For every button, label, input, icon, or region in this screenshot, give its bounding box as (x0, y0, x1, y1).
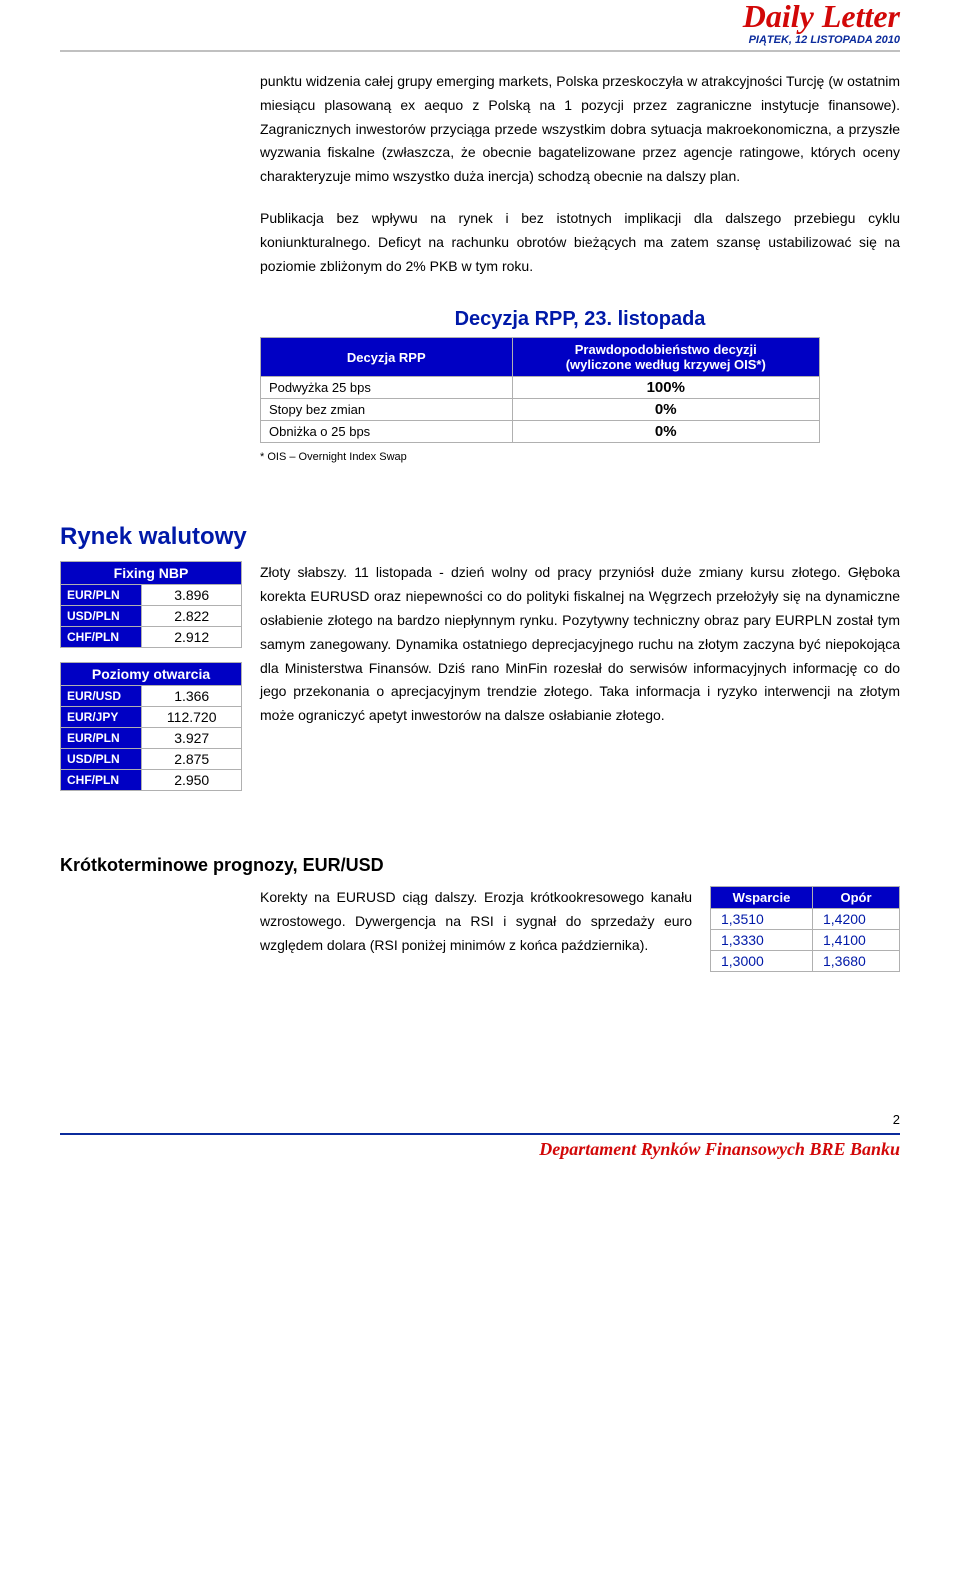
sr-resistance: 1,3680 (812, 951, 899, 972)
page-number: 2 (60, 1112, 900, 1127)
table-row: EUR/JPY112.720 (61, 707, 242, 728)
decision-block: Decyzja RPP, 23. listopada Decyzja RPP P… (260, 308, 900, 463)
support-resistance-table: Wsparcie Opór 1,35101,4200 1,33301,4100 … (710, 886, 900, 972)
table-row: 1,33301,4100 (711, 930, 900, 951)
table-row: EUR/USD1.366 (61, 686, 242, 707)
decision-row-value: 100% (512, 377, 819, 399)
table-row: CHF/PLN2.950 (61, 770, 242, 791)
decision-col1-header: Decyzja RPP (261, 338, 513, 377)
sr-support: 1,3000 (711, 951, 813, 972)
page-footer: 2 Departament Rynków Finansowych BRE Ban… (60, 1112, 900, 1160)
decision-title: Decyzja RPP, 23. listopada (260, 308, 900, 331)
fixing-value: 3.896 (142, 585, 242, 606)
fixing-value: 2.912 (142, 627, 242, 648)
fixing-key: CHF/PLN (61, 627, 142, 648)
decision-row-label: Podwyżka 25 bps (261, 377, 513, 399)
paragraph-1: punktu widzenia całej grupy emerging mar… (260, 70, 900, 189)
sr-resistance: 1,4100 (812, 930, 899, 951)
table-row: Obniżka o 25 bps 0% (261, 421, 820, 443)
open-value: 112.720 (142, 707, 242, 728)
fixing-table: Fixing NBP EUR/PLN3.896 USD/PLN2.822 CHF… (60, 561, 242, 648)
decision-row-label: Obniżka o 25 bps (261, 421, 513, 443)
footer-department: Departament Rynków Finansowych BRE Banku (60, 1139, 900, 1160)
decision-col2-header: Prawdopodobieństwo decyzji (wyliczone we… (512, 338, 819, 377)
forecast-table-col: Wsparcie Opór 1,35101,4200 1,33301,4100 … (710, 886, 900, 972)
decision-col2-line1: Prawdopodobieństwo decyzji (575, 342, 757, 357)
fx-right-column: Złoty słabszy. 11 listopada - dzień woln… (260, 561, 900, 746)
sr-header-resistance: Opór (812, 887, 899, 909)
table-row: USD/PLN2.822 (61, 606, 242, 627)
fx-row: Fixing NBP EUR/PLN3.896 USD/PLN2.822 CHF… (60, 561, 900, 805)
fixing-header: Fixing NBP (61, 562, 242, 585)
fixing-key: USD/PLN (61, 606, 142, 627)
decision-table: Decyzja RPP Prawdopodobieństwo decyzji (… (260, 337, 820, 443)
forecast-paragraph: Korekty na EURUSD ciąg dalszy. Erozja kr… (260, 886, 692, 957)
body-column: punktu widzenia całej grupy emerging mar… (260, 70, 900, 278)
fx-left-column: Fixing NBP EUR/PLN3.896 USD/PLN2.822 CHF… (60, 561, 242, 805)
forecast-row: Korekty na EURUSD ciąg dalszy. Erozja kr… (60, 886, 900, 972)
open-value: 3.927 (142, 728, 242, 749)
table-row: CHF/PLN2.912 (61, 627, 242, 648)
fixing-key: EUR/PLN (61, 585, 142, 606)
page-header: Daily Letter PIĄTEK, 12 LISTOPADA 2010 (60, 0, 900, 46)
decision-row-value: 0% (512, 421, 819, 443)
forecast-title: Krótkoterminowe prognozy, EUR/USD (60, 855, 900, 876)
table-row: 1,35101,4200 (711, 909, 900, 930)
open-value: 1.366 (142, 686, 242, 707)
table-row: 1,30001,3680 (711, 951, 900, 972)
table-row: Podwyżka 25 bps 100% (261, 377, 820, 399)
table-row: EUR/PLN3.927 (61, 728, 242, 749)
open-key: EUR/USD (61, 686, 142, 707)
open-value: 2.875 (142, 749, 242, 770)
footer-rule (60, 1133, 900, 1135)
header-rule (60, 50, 900, 52)
open-levels-table: Poziomy otwarcia EUR/USD1.366 EUR/JPY112… (60, 662, 242, 791)
forecast-text-col: Korekty na EURUSD ciąg dalszy. Erozja kr… (260, 886, 692, 957)
open-key: CHF/PLN (61, 770, 142, 791)
fixing-value: 2.822 (142, 606, 242, 627)
decision-col2-line2: (wyliczone według krzywej OIS*) (566, 357, 766, 372)
table-row: Stopy bez zmian 0% (261, 399, 820, 421)
fx-paragraph: Złoty słabszy. 11 listopada - dzień woln… (260, 561, 900, 728)
decision-row-value: 0% (512, 399, 819, 421)
open-key: EUR/JPY (61, 707, 142, 728)
sr-support: 1,3510 (711, 909, 813, 930)
paragraph-2: Publikacja bez wpływu na rynek i bez ist… (260, 207, 900, 278)
decision-note: * OIS – Overnight Index Swap (260, 451, 900, 463)
brand-title: Daily Letter (60, 0, 900, 32)
decision-row-label: Stopy bez zmian (261, 399, 513, 421)
open-key: USD/PLN (61, 749, 142, 770)
sr-support: 1,3330 (711, 930, 813, 951)
dateline: PIĄTEK, 12 LISTOPADA 2010 (60, 34, 900, 46)
open-levels-header: Poziomy otwarcia (61, 663, 242, 686)
open-value: 2.950 (142, 770, 242, 791)
open-key: EUR/PLN (61, 728, 142, 749)
sr-header-support: Wsparcie (711, 887, 813, 909)
fx-section-title: Rynek walutowy (60, 523, 900, 551)
table-row: USD/PLN2.875 (61, 749, 242, 770)
sr-resistance: 1,4200 (812, 909, 899, 930)
table-row: EUR/PLN3.896 (61, 585, 242, 606)
